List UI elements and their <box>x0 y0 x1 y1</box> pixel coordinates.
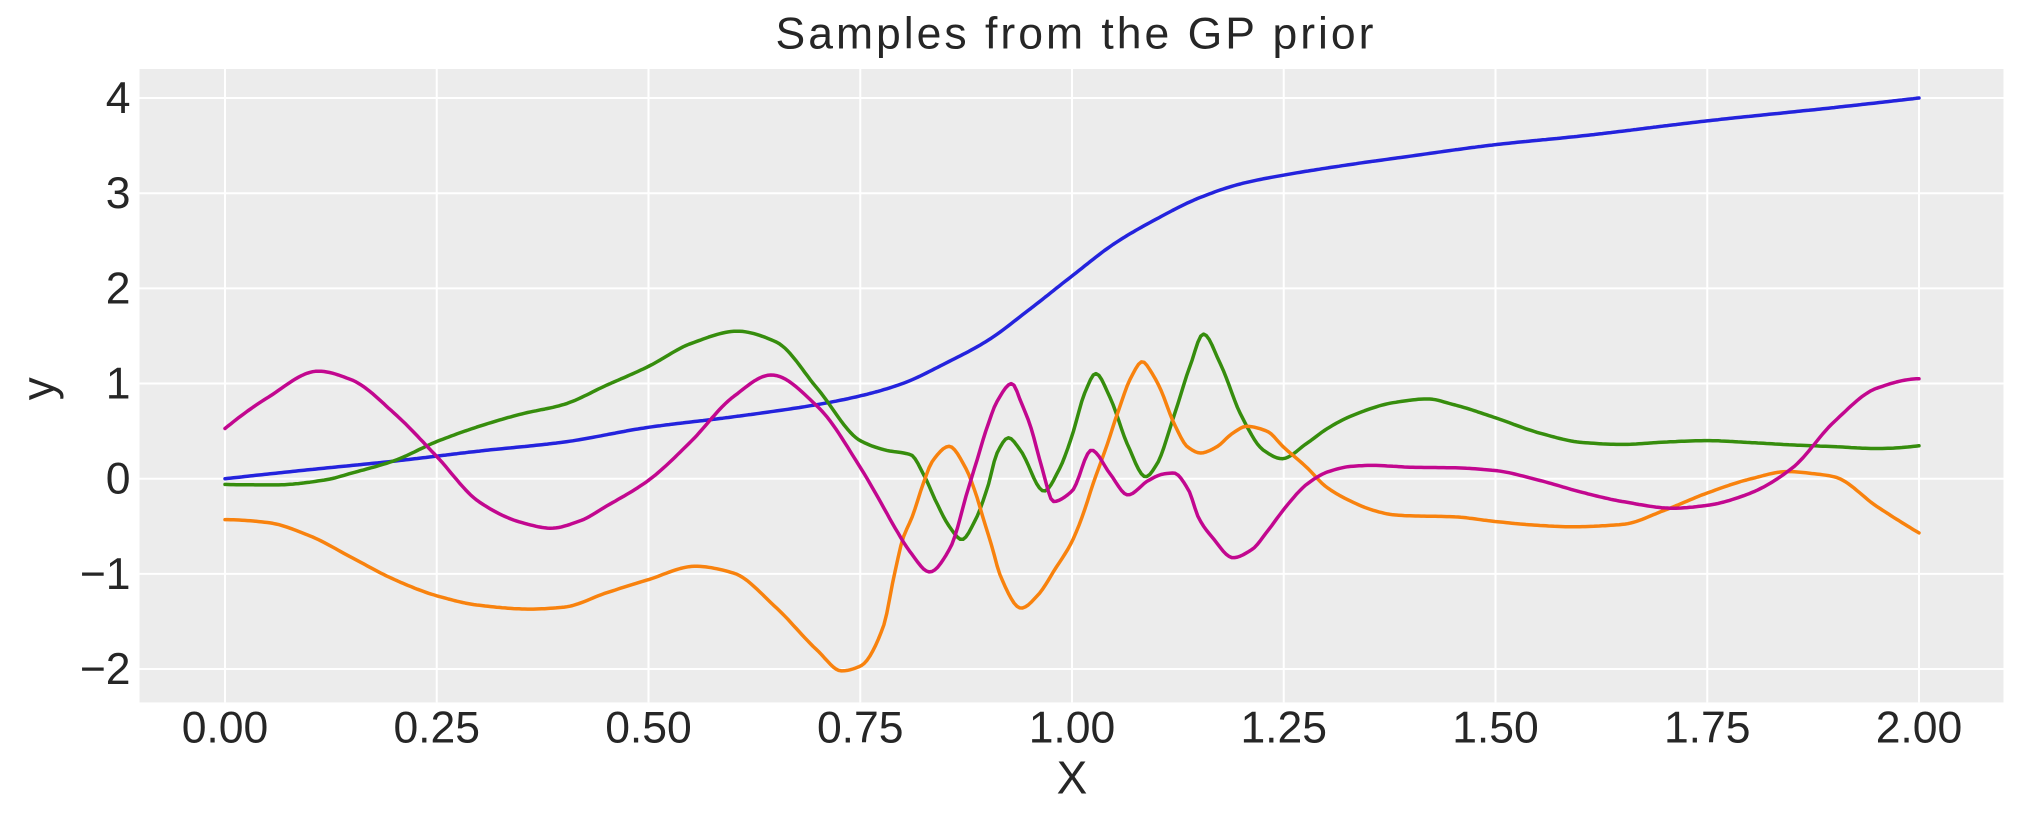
svg-text:−1: −1 <box>80 550 131 599</box>
svg-text:1.50: 1.50 <box>1452 704 1539 753</box>
svg-text:0.75: 0.75 <box>817 704 904 753</box>
svg-text:1: 1 <box>106 360 131 409</box>
svg-text:X: X <box>1057 752 1088 804</box>
svg-text:3: 3 <box>106 169 131 218</box>
svg-text:2: 2 <box>106 264 131 313</box>
svg-text:1.25: 1.25 <box>1240 704 1327 753</box>
svg-text:0.25: 0.25 <box>393 704 480 753</box>
svg-text:0: 0 <box>106 455 131 504</box>
svg-text:0.50: 0.50 <box>605 704 692 753</box>
svg-text:2.00: 2.00 <box>1876 704 1963 753</box>
svg-text:−2: −2 <box>80 645 131 694</box>
svg-text:0.00: 0.00 <box>182 704 269 753</box>
svg-text:1.00: 1.00 <box>1029 704 1116 753</box>
svg-text:4: 4 <box>106 74 131 123</box>
svg-text:Samples from the GP prior: Samples from the GP prior <box>776 10 1377 59</box>
svg-text:y: y <box>12 377 64 400</box>
svg-text:1.75: 1.75 <box>1664 704 1751 753</box>
